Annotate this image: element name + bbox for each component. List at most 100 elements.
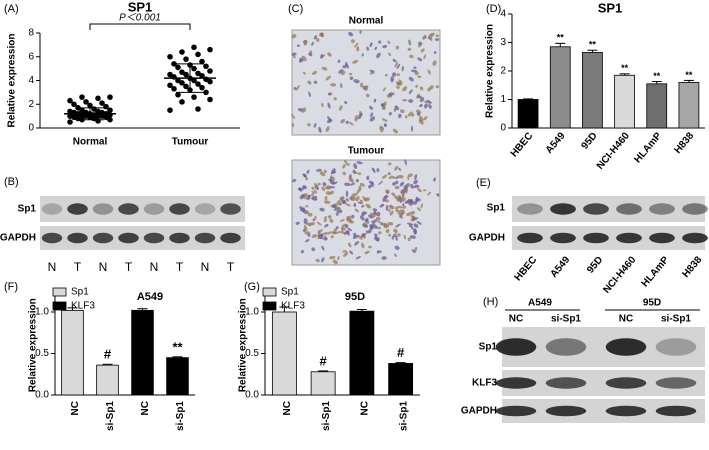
cell [308,52,313,57]
cell [417,75,422,78]
cell [337,59,341,63]
data-point [83,99,89,105]
data-point [175,64,181,71]
cell [320,33,324,37]
data-point [191,44,197,51]
x-tick-label: H838 [672,130,696,156]
significance-label: # [320,353,328,368]
cell [328,215,332,219]
cell [376,168,380,173]
y-tick-label: 0 [500,123,506,134]
cell [401,65,404,72]
cell [408,99,414,103]
data-point [183,56,189,62]
cell [301,55,307,62]
cell [432,60,437,66]
cell [327,52,332,57]
cell [336,200,340,205]
cell [374,233,378,239]
x-tick-label: si-Sp1 [398,401,409,431]
cell [368,245,372,249]
cell [419,86,424,91]
cell [427,87,431,92]
cell [355,196,360,202]
data-point [199,84,205,91]
cell [303,224,308,232]
cell [380,103,385,107]
data-point [107,94,113,100]
lane-label: N [99,260,108,274]
data-point [207,68,213,74]
cell [350,196,356,202]
blot-band [169,232,190,244]
cell [404,159,407,166]
cell [396,85,400,89]
significance-label: ** [589,40,597,50]
cell [380,222,384,226]
cell [310,193,314,197]
blot-row-label: GAPDH [0,233,36,244]
x-tick-label: NC [70,401,81,415]
cell [345,120,349,124]
cell [417,207,421,212]
cell [378,180,384,185]
significance-label: ** [621,63,629,73]
cell [369,105,374,110]
y-tick-label: 3 [500,37,506,48]
blot-band [194,203,216,215]
cell [371,220,376,226]
cell [330,83,337,87]
cell [351,214,355,219]
cell [345,198,350,202]
cell [388,52,392,57]
cell [376,237,380,242]
cell [394,245,400,250]
cell [352,169,356,175]
lane-label: T [227,260,235,274]
blot-band [655,377,697,389]
cell [361,204,365,208]
cell [340,219,345,222]
y-tick-label: 2 [500,66,506,77]
cell [395,45,400,50]
cell [308,91,311,98]
lane-label: NC [509,314,523,325]
cell [303,39,308,44]
cell [337,256,340,261]
cell [428,104,432,109]
cell [372,208,378,212]
cell [342,171,347,176]
cell [399,216,404,219]
cell [342,250,347,253]
blot-band [67,203,88,215]
cell [409,200,414,205]
blot-band [495,405,537,417]
cell [311,247,316,252]
cell [389,210,394,216]
cell [336,209,343,214]
cell [404,200,409,204]
cell [321,103,324,108]
cell [397,233,401,237]
cell [427,191,431,196]
cell [408,173,413,178]
x-tick-label: A549 [544,130,568,156]
cell [418,43,422,48]
cell [381,106,386,111]
data-point [87,102,93,109]
lane-label: N [48,260,57,274]
data-point [179,69,185,75]
cell [427,100,431,104]
cell [349,182,356,186]
data-point [103,103,109,110]
cell [320,54,324,59]
cell [315,258,320,263]
cell [417,57,423,62]
cell [356,46,360,52]
cell [435,34,439,38]
cell [301,207,305,213]
blot-band [550,203,576,215]
cell [368,184,372,189]
blot-band [550,232,576,244]
cell [293,55,296,59]
